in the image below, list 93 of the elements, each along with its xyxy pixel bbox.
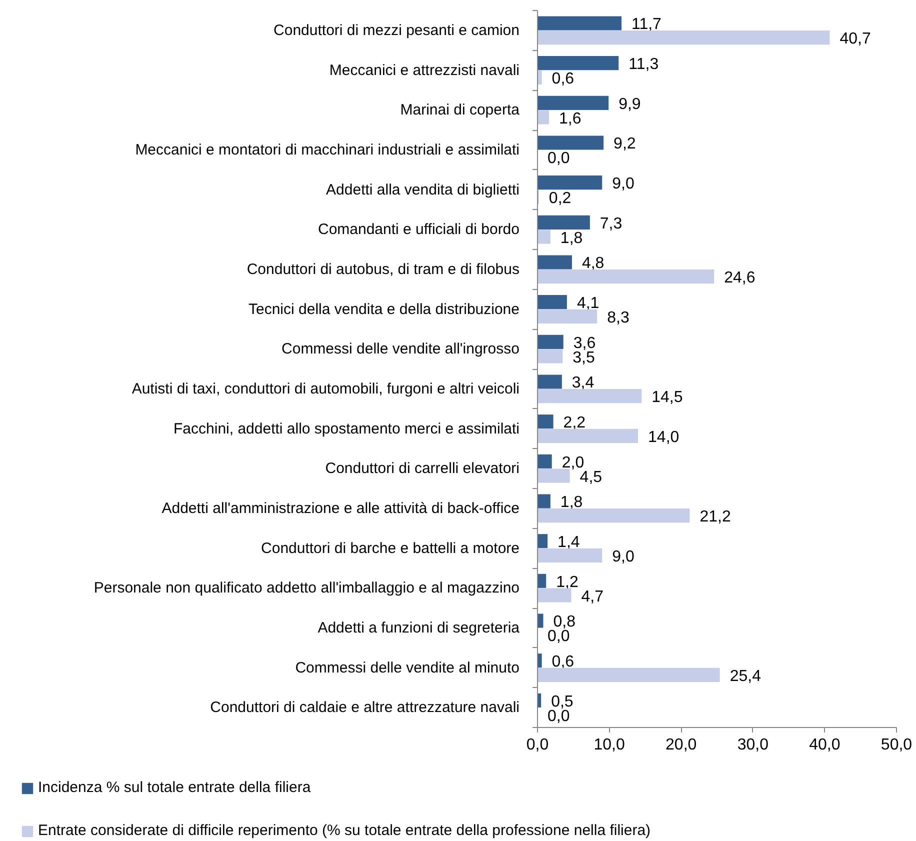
bar bbox=[538, 548, 602, 562]
bar bbox=[538, 255, 572, 270]
bar bbox=[538, 96, 609, 110]
bar bbox=[538, 574, 546, 588]
data-label: 9,0 bbox=[612, 548, 634, 566]
data-label: 7,3 bbox=[600, 215, 622, 232]
bar bbox=[538, 230, 550, 244]
bar bbox=[538, 270, 714, 284]
y-tick-label: Personale non qualificato addetto all'imballaggio e al magazzino bbox=[94, 580, 520, 597]
data-label: 0,0 bbox=[548, 628, 570, 646]
bar bbox=[538, 389, 642, 404]
data-label: 11,3 bbox=[628, 56, 659, 74]
x-tick-label: 20,0 bbox=[666, 736, 697, 754]
bar bbox=[538, 16, 622, 30]
y-tick-label: Conduttori di mezzi pesanti e camion bbox=[274, 22, 520, 39]
data-label: 3,6 bbox=[573, 334, 596, 352]
data-label: 0,5 bbox=[551, 693, 574, 710]
data-label: 14,5 bbox=[652, 389, 683, 406]
data-label: 4,1 bbox=[576, 295, 600, 312]
data-label: 8,3 bbox=[607, 309, 630, 326]
data-label: 1,4 bbox=[558, 534, 580, 552]
data-label: 25,4 bbox=[730, 668, 762, 685]
y-tick-label: Meccanici e attrezzisti navali bbox=[329, 62, 520, 79]
bar bbox=[538, 428, 638, 443]
bar bbox=[538, 468, 570, 483]
legend-label: Entrate considerate di difficile reperimento (% su totale entrate della professione nella filiera) bbox=[38, 822, 651, 839]
legend-label: Incidenza % sul totale entrate della filiera bbox=[38, 779, 311, 796]
bar bbox=[538, 70, 542, 84]
bar bbox=[538, 654, 542, 668]
data-label: 3,4 bbox=[572, 374, 594, 392]
data-label: 1,8 bbox=[560, 230, 583, 247]
data-label: 0,0 bbox=[548, 708, 570, 725]
data-label: 1,8 bbox=[560, 494, 583, 512]
data-label: 24,6 bbox=[724, 270, 756, 287]
bar bbox=[538, 668, 720, 682]
data-label: 0,8 bbox=[553, 614, 576, 631]
bar bbox=[538, 508, 690, 523]
y-tick-label: Conduttori di caldaie e altre attrezzature navali bbox=[210, 699, 520, 716]
x-tick-label: 30,0 bbox=[737, 736, 769, 754]
y-tick-label: Meccanici e montatori di macchinari industriali e assimilati bbox=[135, 141, 520, 158]
bar bbox=[538, 614, 544, 628]
y-tick-label: Conduttori di autobus, di tram e di filobus bbox=[246, 260, 520, 278]
x-tick-label: 0,0 bbox=[526, 736, 549, 754]
y-tick-label: Commessi delle vendite al minuto bbox=[295, 659, 520, 676]
data-label: 21,2 bbox=[700, 508, 731, 526]
y-tick-label: Tecnici della vendita e della distribuzione bbox=[248, 300, 520, 318]
x-tick-label: 40,0 bbox=[809, 736, 840, 754]
data-label: 3,5 bbox=[572, 349, 595, 366]
data-label: 4,7 bbox=[581, 588, 604, 606]
y-tick-label: Commessi delle vendite all'ingrosso bbox=[282, 340, 520, 358]
y-tick-label: Addetti all'amministrazione e alle attività di back-office bbox=[162, 500, 520, 517]
y-tick-label: Conduttori di carrelli elevatori bbox=[325, 460, 520, 478]
data-label: 4,5 bbox=[580, 468, 602, 486]
bar bbox=[538, 110, 549, 124]
bar bbox=[538, 494, 550, 508]
data-label: 11,7 bbox=[632, 16, 662, 34]
bar bbox=[538, 334, 564, 349]
y-tick-label: Facchini, addetti allo spostamento merci e assimilati bbox=[174, 420, 520, 438]
bar bbox=[538, 588, 572, 602]
bar bbox=[538, 349, 563, 364]
y-tick-label: Autisti di taxi, conduttori di automobili, furgoni e altri veicoli bbox=[132, 380, 520, 398]
data-label: 2,0 bbox=[562, 454, 584, 472]
data-label: 0,0 bbox=[548, 150, 570, 168]
bar bbox=[538, 136, 604, 150]
x-tick-label: 10,0 bbox=[594, 736, 625, 754]
bar bbox=[538, 374, 562, 389]
data-label: 14,0 bbox=[648, 428, 680, 446]
data-label: 0,2 bbox=[548, 190, 572, 207]
data-label: 2,2 bbox=[563, 414, 586, 432]
data-label: 4,8 bbox=[582, 255, 604, 272]
bar bbox=[538, 56, 619, 70]
data-label: 0,6 bbox=[552, 70, 574, 88]
bar bbox=[538, 215, 590, 230]
bar bbox=[538, 176, 602, 190]
data-label: 9,0 bbox=[612, 176, 634, 193]
data-label: 0,6 bbox=[552, 654, 574, 671]
bar bbox=[538, 30, 830, 45]
data-label: 9,9 bbox=[618, 96, 641, 113]
bar bbox=[538, 309, 598, 324]
y-tick-label: Addetti a funzioni di segreteria bbox=[318, 619, 520, 636]
y-tick-label: Comandanti e ufficiali di bordo bbox=[318, 221, 520, 238]
x-tick-label: 50,0 bbox=[880, 736, 912, 754]
y-tick-label: Conduttori di barche e battelli a motore bbox=[261, 540, 520, 557]
data-label: 1,6 bbox=[558, 110, 582, 128]
y-tick-label: Addetti alla vendita di biglietti bbox=[326, 181, 520, 198]
bar bbox=[538, 414, 554, 429]
bar bbox=[538, 534, 548, 548]
bar bbox=[538, 454, 552, 468]
data-label: 1,2 bbox=[556, 574, 578, 591]
bar bbox=[538, 295, 567, 310]
y-tick-label: Marinai di coperta bbox=[400, 102, 520, 119]
data-label: 9,2 bbox=[614, 136, 636, 153]
data-label: 40,7 bbox=[840, 30, 871, 48]
